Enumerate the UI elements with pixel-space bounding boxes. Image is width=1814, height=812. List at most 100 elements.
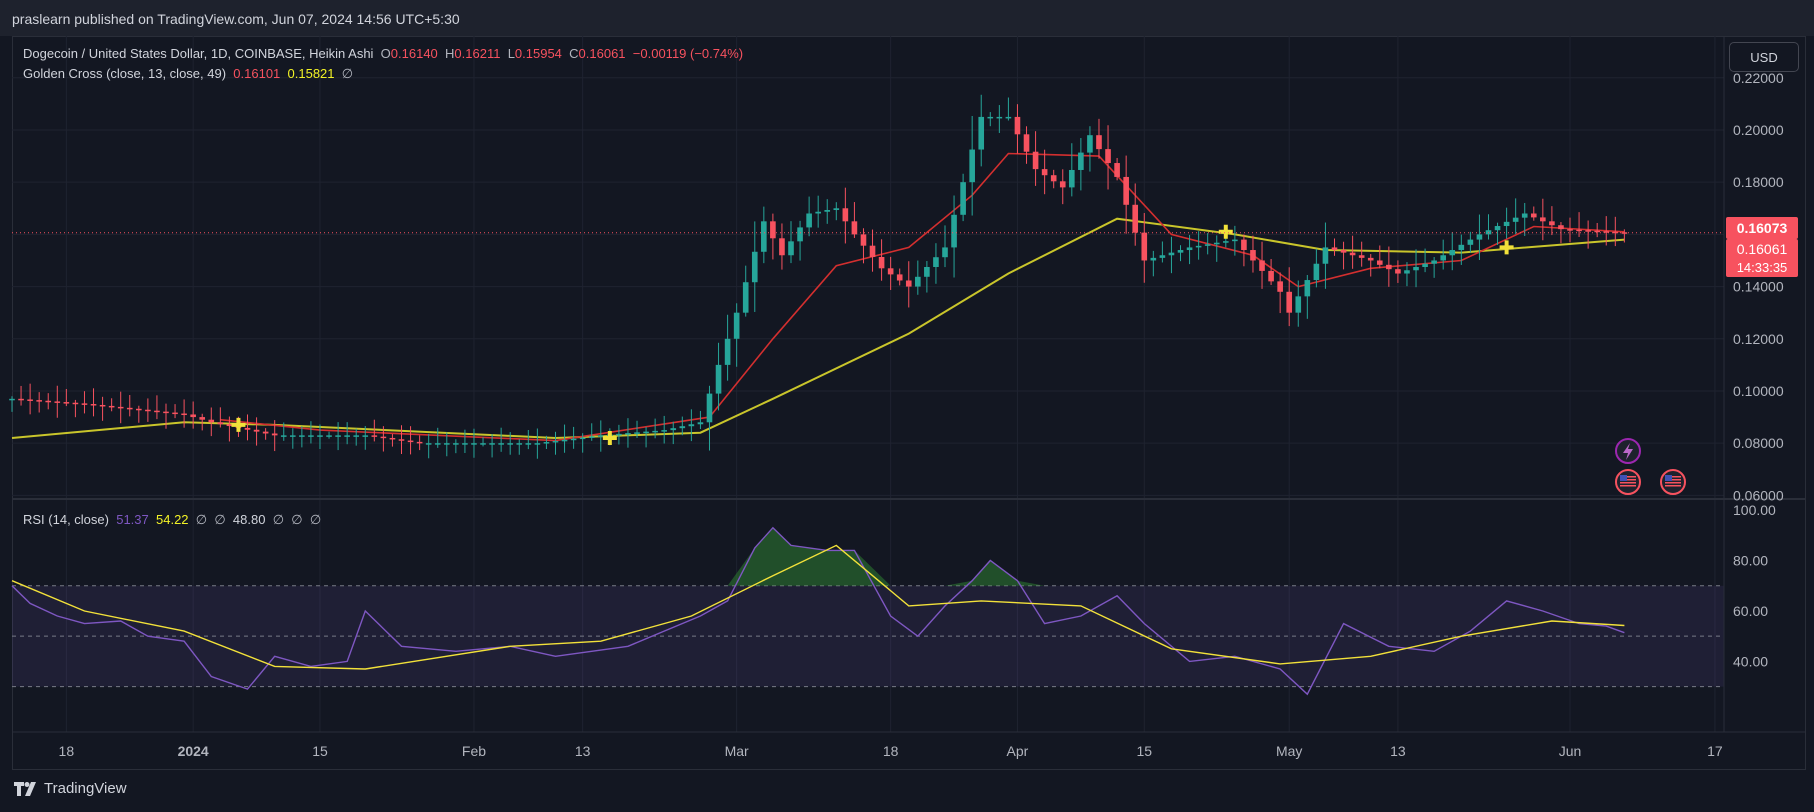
candle-body <box>434 443 441 445</box>
candle-body <box>154 410 160 413</box>
candle-body <box>706 393 713 423</box>
candle-body <box>851 221 858 235</box>
candle-body <box>480 443 486 445</box>
candle-body <box>299 435 305 437</box>
time-tick-label: 15 <box>312 743 328 759</box>
symbol-title[interactable]: Dogecoin / United States Dollar, 1D, COI… <box>23 46 374 61</box>
candle-body <box>806 213 812 228</box>
candle-body <box>1322 247 1329 264</box>
golden-cross-marker <box>602 430 617 445</box>
candle-body <box>1023 134 1030 152</box>
candle-body <box>761 221 767 252</box>
candle-body <box>1295 296 1302 313</box>
candle-body <box>733 312 740 339</box>
rsi-title[interactable]: RSI (14, close) <box>23 512 109 527</box>
time-tick-label: 13 <box>575 743 591 759</box>
candle-body <box>887 268 894 275</box>
candle-body <box>625 433 631 435</box>
candle-body <box>969 149 975 183</box>
candle-body <box>933 257 939 267</box>
candle-body <box>262 431 269 434</box>
fast-ma-line <box>220 152 1625 442</box>
flag-canton <box>1620 475 1627 481</box>
candle-body <box>407 440 414 443</box>
price-tick-label: 0.08000 <box>1733 435 1784 451</box>
candle-body <box>616 433 622 436</box>
high-label: H <box>445 46 455 61</box>
candle-body <box>561 439 568 442</box>
candle-body <box>1222 241 1229 243</box>
candle-body <box>751 251 758 283</box>
candle-body <box>1213 242 1220 245</box>
candle-body <box>81 403 88 405</box>
candle-body <box>317 435 323 437</box>
price-badge-lower <box>1726 239 1798 277</box>
high-value: 0.16211 <box>454 46 501 61</box>
candle-body <box>425 443 432 445</box>
time-tick-label: Jun <box>1559 743 1582 759</box>
candle-body <box>552 440 559 443</box>
candle-body <box>108 405 115 408</box>
candle-body <box>942 247 948 258</box>
time-tick-label: 17 <box>1707 743 1723 759</box>
null-value-icon: ∅ <box>214 512 226 527</box>
indicator-title[interactable]: Golden Cross (close, 13, close, 49) <box>23 66 227 81</box>
candle-body <box>253 429 260 432</box>
candle-body <box>597 435 604 437</box>
candle-body <box>1041 169 1048 176</box>
candle-body <box>1367 257 1374 261</box>
flag-stripe <box>1620 479 1636 481</box>
rsi-legend[interactable]: RSI (14, close) 51.37 54.22 ∅ ∅ 48.80 ∅ … <box>23 512 321 528</box>
candle-body <box>45 400 52 403</box>
flag-stripe <box>1665 482 1681 484</box>
candle-body <box>1123 176 1129 205</box>
candle-body <box>280 435 287 437</box>
candle-body <box>1059 181 1066 188</box>
candle-body <box>1449 250 1456 256</box>
candle-body <box>905 280 912 287</box>
null-value-icon: ∅ <box>195 512 208 527</box>
candle-body <box>1585 230 1591 232</box>
candle-body <box>797 227 803 242</box>
candle-body <box>960 182 966 215</box>
candle-body <box>534 443 541 445</box>
null-value-icon: ∅ <box>309 512 322 527</box>
indicator-legend[interactable]: Golden Cross (close, 13, close, 49) 0.16… <box>23 66 353 82</box>
indicator-slow-value: 0.15821 <box>287 66 335 81</box>
candle-body <box>217 422 224 425</box>
rsi-tick-label: 80.00 <box>1733 553 1768 569</box>
currency-button[interactable]: USD <box>1729 42 1799 72</box>
candle-body <box>670 428 677 431</box>
publisher-header: praslearn published on TradingView.com, … <box>0 0 1814 36</box>
price-tick-label: 0.20000 <box>1733 122 1784 138</box>
rsi-tick-label: 60.00 <box>1733 603 1768 619</box>
low-label: L <box>507 46 515 61</box>
candle-body <box>715 364 722 394</box>
candle-body <box>915 276 921 287</box>
candle-body <box>1349 252 1356 256</box>
candle-body <box>779 238 785 256</box>
time-tick-label: 15 <box>1136 743 1152 759</box>
candle-body <box>1612 231 1619 234</box>
footer-brand[interactable]: TradingView <box>14 780 127 797</box>
candle-body <box>1232 239 1238 242</box>
candle-body <box>181 413 187 416</box>
flag-stripe <box>1665 479 1681 481</box>
candle-body <box>1594 230 1600 233</box>
candle-body <box>788 241 794 256</box>
candle-body <box>516 443 523 445</box>
candle-body <box>996 116 1003 119</box>
candle-body <box>1558 225 1564 230</box>
candle-body <box>1549 221 1555 226</box>
candle-body <box>978 116 985 150</box>
candle-body <box>63 402 70 404</box>
candle-body <box>1050 175 1057 182</box>
candle-body <box>453 443 459 445</box>
candle-body <box>1413 267 1419 271</box>
candle-body <box>1512 217 1519 222</box>
candle-body <box>1304 280 1311 297</box>
candle-body <box>208 419 215 423</box>
main-legend: Dogecoin / United States Dollar, 1D, COI… <box>23 46 743 61</box>
time-tick-label: Mar <box>725 743 749 759</box>
